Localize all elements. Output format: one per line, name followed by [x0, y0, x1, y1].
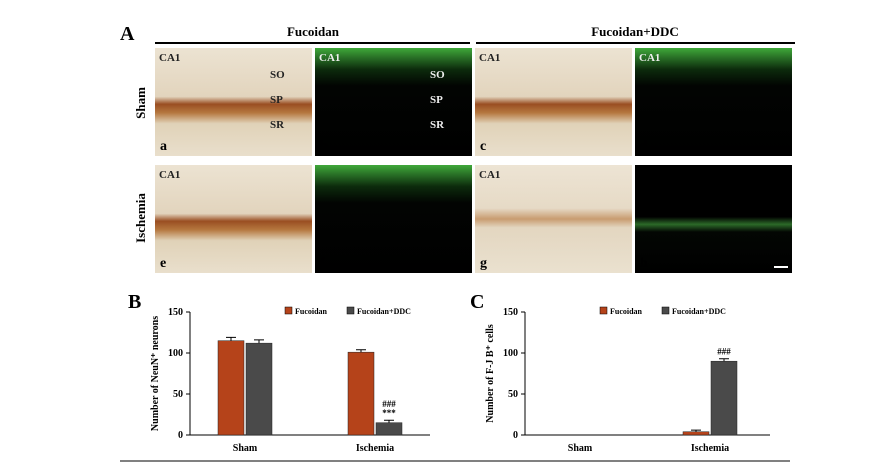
micrograph: [315, 48, 472, 156]
panel-letter: a: [160, 139, 167, 154]
panel-letter: f: [320, 256, 325, 271]
region-label: CA1: [319, 52, 340, 64]
column-header: Fucoidan: [287, 24, 340, 39]
significance-mark: ***: [382, 408, 396, 418]
micrograph: [155, 165, 312, 273]
region-label: SP: [270, 94, 283, 106]
region-label: CA1: [159, 169, 180, 181]
y-axis-label: Number of NeuN⁺ neurons: [150, 316, 161, 431]
panel-letter: b: [320, 139, 328, 154]
y-tick-label: 0: [513, 430, 518, 441]
column-header: Fucoidan+DDC: [591, 24, 679, 39]
bar: [682, 431, 710, 436]
panel-letter: e: [160, 256, 166, 271]
panel-label: A: [120, 23, 135, 45]
panel-letter: d: [640, 139, 648, 154]
error-bar: [254, 339, 264, 344]
region-label: SR: [270, 119, 285, 131]
x-tick-label: Ischemia: [356, 443, 394, 454]
significance-mark: ###: [717, 347, 731, 357]
region-label: SR: [430, 119, 445, 131]
panel-label: C: [470, 291, 484, 313]
x-tick-label: Ischemia: [691, 443, 729, 454]
region-label: CA1: [639, 52, 660, 64]
y-tick-label: 100: [503, 348, 518, 359]
micrograph: [475, 165, 632, 273]
y-tick-label: 0: [178, 430, 183, 441]
legend-label: Fucoidan+DDC: [357, 307, 411, 316]
legend-swatch: [599, 306, 608, 315]
region-label: SO: [270, 69, 285, 81]
x-tick-label: Sham: [568, 443, 593, 454]
y-tick-label: 150: [168, 307, 183, 318]
micrograph: [635, 48, 792, 156]
y-axis-label: Number of F-J B⁺ cells: [485, 324, 496, 423]
bar: [710, 360, 738, 436]
panel-letter: h: [640, 256, 648, 271]
bar: [347, 351, 375, 436]
panel-label: B: [128, 291, 141, 313]
region-label: CA1: [479, 52, 500, 64]
error-bar: [691, 429, 701, 432]
error-bar: [226, 336, 236, 341]
bar: [217, 340, 245, 436]
region-label: CA1: [479, 169, 500, 181]
legend-swatch: [284, 306, 293, 315]
error-bar: [356, 349, 366, 353]
y-tick-label: 50: [173, 389, 183, 400]
region-label: CA1: [159, 52, 180, 64]
y-tick-label: 150: [503, 307, 518, 318]
legend-swatch: [661, 306, 670, 315]
panel-letter: g: [480, 256, 487, 271]
legend-label: Fucoidan: [610, 307, 643, 316]
x-tick-label: Sham: [233, 443, 258, 454]
legend-label: Fucoidan: [295, 307, 328, 316]
micrograph: [475, 48, 632, 156]
error-bar: [719, 358, 729, 362]
error-bar: [384, 419, 394, 423]
significance-mark: ###: [382, 399, 396, 409]
row-label: Ischemia: [133, 193, 148, 243]
micrograph: [155, 48, 312, 156]
legend-label: Fucoidan+DDC: [672, 307, 726, 316]
micrograph: [635, 165, 792, 273]
bar: [245, 342, 273, 436]
panel-a: A Fucoidan Fucoidan+DDC Sham Ischemia: [120, 23, 795, 243]
legend-swatch: [346, 306, 355, 315]
bar: [375, 422, 403, 436]
micrograph: [315, 165, 472, 273]
row-label: Sham: [133, 87, 148, 119]
scale-bar: [774, 266, 788, 268]
region-label: SO: [430, 69, 445, 81]
panel-letter: c: [480, 139, 486, 154]
y-tick-label: 100: [168, 348, 183, 359]
region-label: SP: [430, 94, 443, 106]
y-tick-label: 50: [508, 389, 518, 400]
